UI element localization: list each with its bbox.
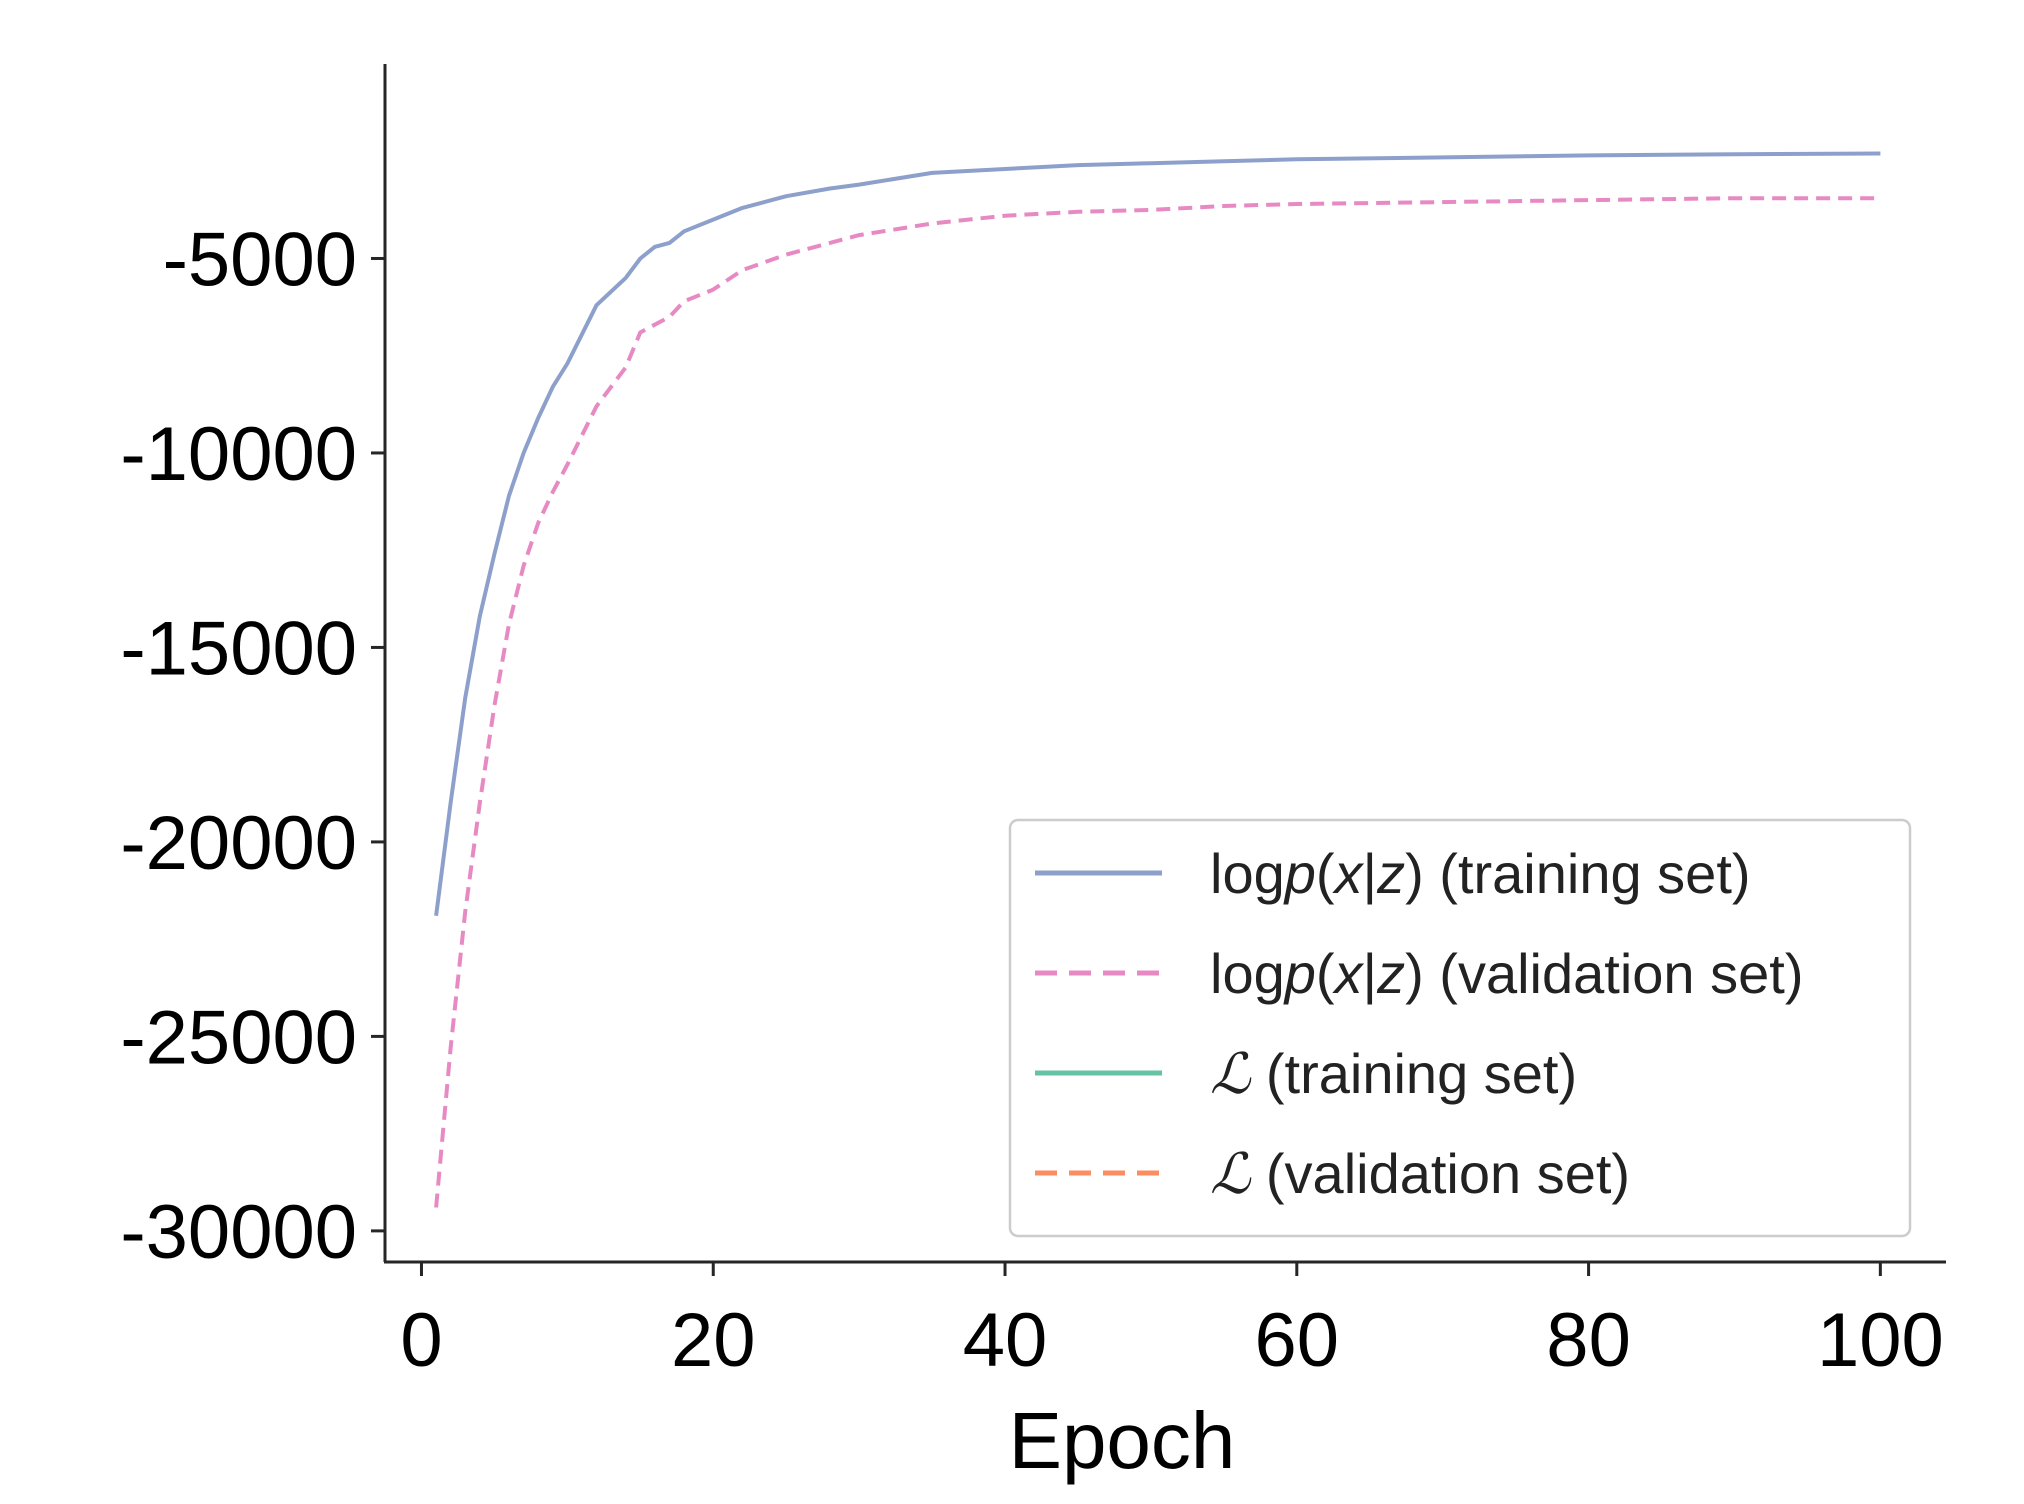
x-tick-label: 100	[1817, 1298, 1944, 1383]
legend-label-part: (	[1316, 842, 1335, 905]
y-tick-label: -30000	[120, 1190, 357, 1275]
legend-label-part: x	[1332, 942, 1365, 1005]
x-ticks: 0 20 40 60 80 100	[400, 1262, 1944, 1383]
y-tick-label: -20000	[120, 801, 357, 886]
legend-label-part: (	[1316, 942, 1335, 1005]
legend-label-part: log	[1210, 842, 1285, 905]
x-axis-title: Epoch	[1009, 1396, 1236, 1485]
legend-label-part: z	[1376, 842, 1405, 905]
x-tick-label: 0	[400, 1298, 442, 1383]
y-tick-label: -25000	[120, 995, 357, 1080]
legend-label-part: z	[1376, 942, 1405, 1005]
legend-label-part: )	[1405, 842, 1424, 905]
y-ticks: -5000 -10000 -15000 -20000 -25000 -30000	[120, 217, 385, 1275]
y-tick-label: -15000	[120, 606, 357, 691]
x-tick-label: 40	[963, 1298, 1048, 1383]
legend-label-4: ℒ (validation set)	[1210, 1142, 1630, 1207]
legend-label-part: (validation set)	[1250, 1142, 1630, 1205]
legend-label-part: |	[1363, 942, 1378, 1005]
legend-frame	[1008, 818, 1912, 1238]
axes	[383, 64, 1946, 1264]
legend-label-part: p	[1283, 942, 1316, 1005]
legend-label-part: )	[1405, 942, 1424, 1005]
legend-label-part: (validation set)	[1424, 942, 1804, 1005]
x-tick-label: 60	[1255, 1298, 1340, 1383]
legend-label-part: ℒ	[1210, 1142, 1252, 1207]
y-tick-label: -10000	[120, 412, 357, 497]
legend-label-part: ℒ	[1210, 1042, 1252, 1107]
legend-label-part: (training set)	[1250, 1042, 1577, 1105]
legend-label-part: x	[1332, 842, 1365, 905]
x-tick-label: 80	[1546, 1298, 1631, 1383]
plot-area	[434, 151, 1881, 1208]
series-line-1	[434, 151, 1881, 917]
legend-label-3: ℒ (training set)	[1210, 1042, 1577, 1107]
x-tick-label: 20	[671, 1298, 756, 1383]
legend-label-part: (training set)	[1424, 842, 1751, 905]
legend-label-1: logp(x|z) (training set)	[1210, 842, 1751, 905]
legend-label-part: p	[1283, 842, 1316, 905]
series-line-2	[434, 196, 1881, 1208]
y-tick-label: -5000	[163, 217, 357, 302]
legend-label-2: logp(x|z) (validation set)	[1210, 942, 1803, 1005]
legend: logp(x|z) (training set)logp(x|z) (valid…	[1008, 818, 1912, 1238]
legend-label-part: |	[1363, 842, 1378, 905]
legend-label-part: log	[1210, 942, 1285, 1005]
